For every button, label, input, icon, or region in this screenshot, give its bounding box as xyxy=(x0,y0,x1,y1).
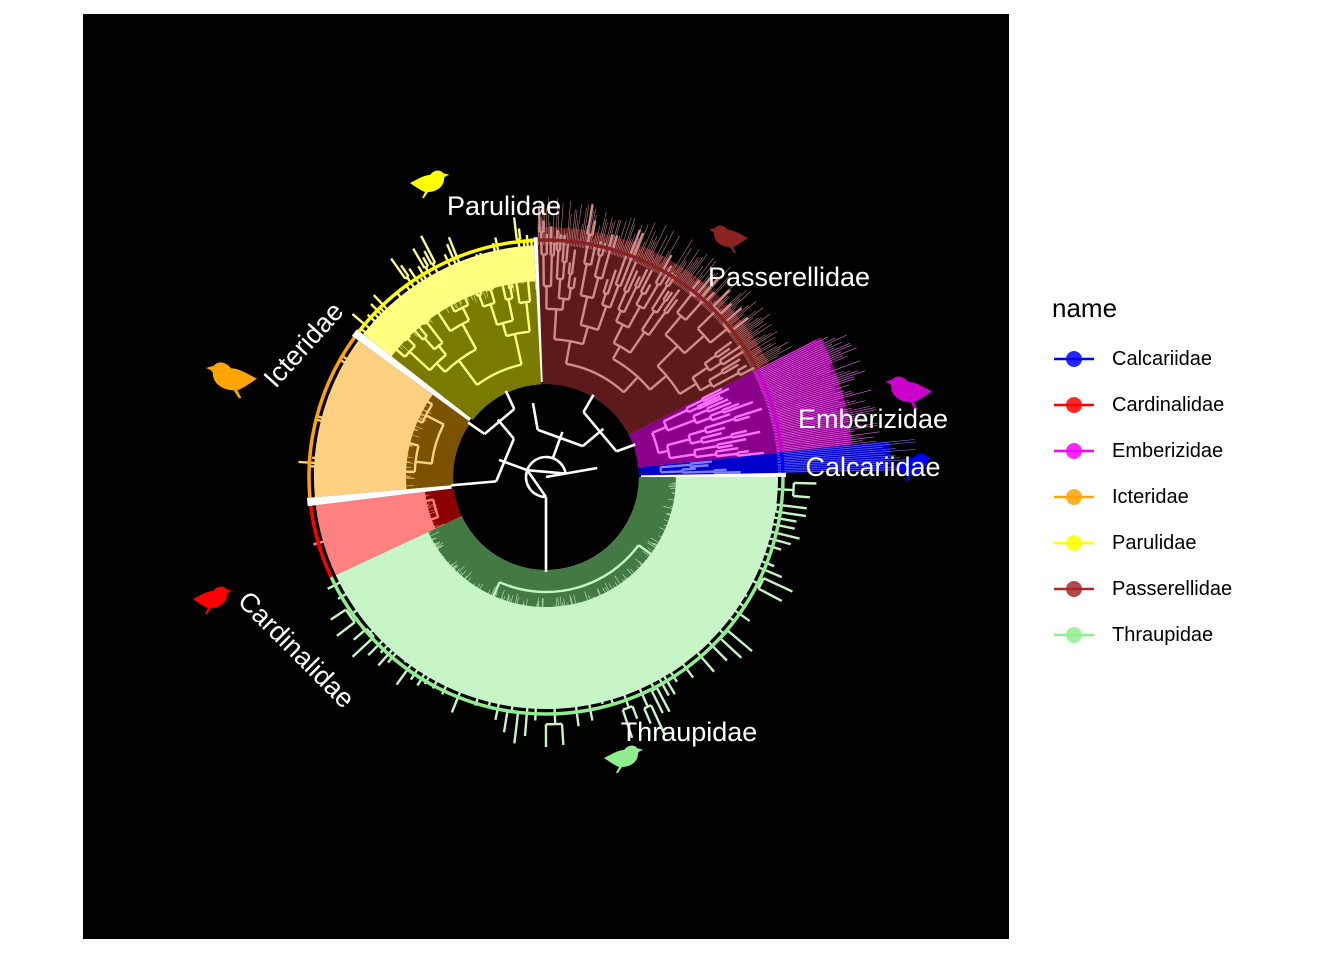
legend-label-parulidae: Parulidae xyxy=(1112,532,1197,554)
legend-item-calcariidae: Calcariidae xyxy=(1052,344,1332,390)
legend-key-passerellidae xyxy=(1054,581,1094,597)
passerellidae-label: Passerellidae xyxy=(708,262,870,292)
icteridae-label: Icteridae xyxy=(258,296,350,393)
legend-label-icteridae: Icteridae xyxy=(1112,486,1189,508)
parulidae-tips xyxy=(363,245,536,358)
legend-key-icteridae xyxy=(1054,489,1094,505)
thraupidae-highlight-inner xyxy=(428,477,676,608)
legend-items: Calcariidae Cardinalidae Emberizidae Icteri… xyxy=(1052,344,1332,666)
legend-label-cardinalidae: Cardinalidae xyxy=(1112,394,1225,416)
calcariidae-label: Calcariidae xyxy=(805,452,940,482)
parulidae-bar xyxy=(357,238,534,333)
calcariidae-bird-silhouette-icon xyxy=(893,453,932,481)
calcariidae-tips xyxy=(776,439,919,473)
legend: name Calcariidae Cardinalidae Emberizidae I… xyxy=(1052,292,1332,666)
legend-item-emberizidae: Emberizidae xyxy=(1052,436,1332,482)
legend-item-cardinalidae: Cardinalidae xyxy=(1052,390,1332,436)
icteridae-bird-silhouette-icon xyxy=(206,362,257,399)
legend-title: name xyxy=(1052,293,1118,323)
passerellidae-bar xyxy=(537,238,759,371)
emberizidae-branches xyxy=(651,387,764,460)
cardinalidae-branches xyxy=(313,498,440,558)
legend-key-thraupidae xyxy=(1054,627,1094,643)
parulidae-highlight-inner xyxy=(391,281,542,420)
parulidae-label: Parulidae xyxy=(447,191,561,221)
cardinalidae-bar xyxy=(309,505,333,578)
legend-key-calcariidae xyxy=(1054,351,1094,367)
thraupidae-tips xyxy=(335,477,779,710)
plot-panel: Calcariidae Emberizidae Passerellidae Parul… xyxy=(83,14,1009,939)
cardinalidae-bird-silhouette-icon xyxy=(193,586,232,614)
parulidae-bird-silhouette-icon xyxy=(410,170,449,198)
legend-key-cardinalidae xyxy=(1054,397,1094,413)
circular-phylogeny: Calcariidae Emberizidae Passerellidae Parul… xyxy=(193,170,948,773)
passerellidae-bird-silhouette-icon xyxy=(709,225,748,253)
legend-label-passerellidae: Passerellidae xyxy=(1112,578,1233,600)
legend-label-calcariidae: Calcariidae xyxy=(1112,348,1213,370)
icteridae-branches xyxy=(298,354,445,494)
tree-branches xyxy=(298,197,919,748)
clade-gap-0 xyxy=(306,485,452,507)
clade-gap-3 xyxy=(640,472,786,477)
icteridae-bar xyxy=(307,336,356,498)
legend-item-thraupidae: Thraupidae xyxy=(1052,620,1332,666)
legend-label-thraupidae: Thraupidae xyxy=(1112,624,1214,646)
legend-label-emberizidae: Emberizidae xyxy=(1112,440,1224,462)
legend-key-emberizidae xyxy=(1054,443,1094,459)
passerellidae-tips xyxy=(537,197,792,372)
emberizidae-bar xyxy=(755,368,784,453)
thraupidae-label: Thraupidae xyxy=(621,717,758,747)
emberizidae-bird-silhouette-icon xyxy=(885,376,932,410)
clade-gap-2 xyxy=(533,237,543,383)
parulidae-branches xyxy=(351,217,534,386)
clade-gap-1 xyxy=(351,329,472,422)
calcariidae-bar xyxy=(779,452,785,473)
tree-root-branches xyxy=(451,390,636,572)
passerellidae-branches xyxy=(537,204,759,395)
thraupidae-bird-silhouette-icon xyxy=(604,745,643,773)
legend-item-parulidae: Parulidae xyxy=(1052,528,1332,574)
thraupidae-bar xyxy=(329,476,785,716)
emberizidae-label: Emberizidae xyxy=(798,404,948,434)
clade-bars xyxy=(306,237,786,716)
emberizidae-tips xyxy=(752,334,880,453)
legend-item-icteridae: Icteridae xyxy=(1052,482,1332,528)
legend-item-passerellidae: Passerellidae xyxy=(1052,574,1332,620)
legend-key-parulidae xyxy=(1054,535,1094,551)
calcariidae-branches xyxy=(659,460,741,474)
bird-silhouettes xyxy=(193,170,932,773)
cardinalidae-label: Cardinalidae xyxy=(232,585,360,713)
